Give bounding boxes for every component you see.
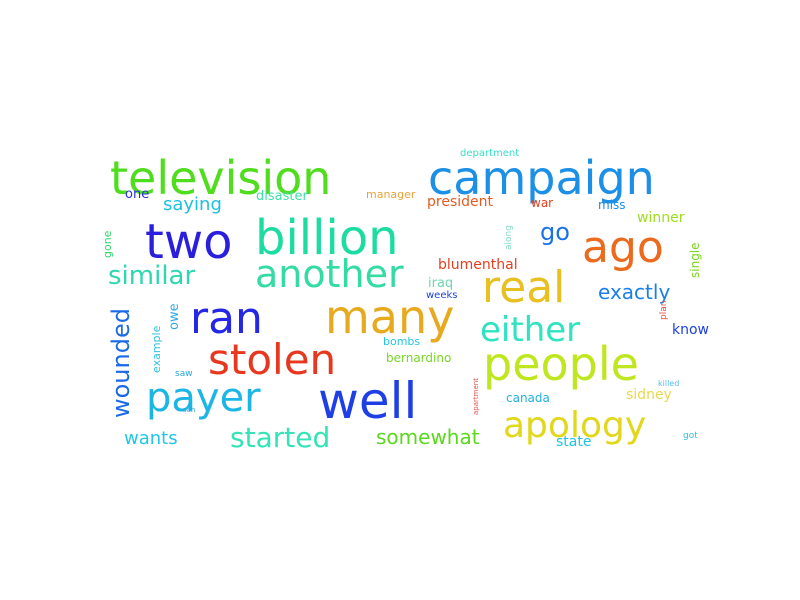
word-bernardino: bernardino xyxy=(386,351,451,365)
word-manager: manager xyxy=(366,188,416,201)
word-started: started xyxy=(230,421,330,454)
word-well: well xyxy=(318,372,417,430)
word-killed: killed xyxy=(658,379,679,388)
word-apology: apology xyxy=(503,405,646,446)
word-stolen: stolen xyxy=(208,335,336,384)
word-disaster: disaster xyxy=(256,189,308,204)
word-single: single xyxy=(688,242,702,278)
word-san: san xyxy=(183,406,195,414)
word-real: real xyxy=(482,262,565,313)
word-weeks: weeks xyxy=(426,290,457,301)
word-people: people xyxy=(483,337,639,391)
word-plan: plan xyxy=(659,301,669,320)
word-war: war xyxy=(531,196,553,210)
word-apartment: apartment xyxy=(472,378,480,415)
word-two: two xyxy=(145,214,232,270)
word-wounded: wounded xyxy=(107,308,135,418)
word-gone: gone xyxy=(101,230,114,258)
word-saw: saw xyxy=(175,369,193,379)
word-got: got xyxy=(683,431,698,441)
word-bombs: bombs xyxy=(383,335,420,348)
word-sidney: sidney xyxy=(626,387,672,403)
word-miss: miss xyxy=(598,198,626,212)
word-one: one xyxy=(125,187,149,202)
word-many: many xyxy=(325,290,454,344)
word-billion: billion xyxy=(255,210,399,266)
word-saying: saying xyxy=(163,194,222,215)
word-winner: winner xyxy=(637,210,685,226)
word-blumenthal: blumenthal xyxy=(438,257,518,273)
word-along: along xyxy=(504,225,514,250)
word-president: president xyxy=(427,194,494,210)
word-similar: similar xyxy=(108,261,195,291)
word-canada: canada xyxy=(506,391,550,405)
word-know: know xyxy=(672,322,709,338)
word-wants: wants xyxy=(124,428,178,449)
word-department: department xyxy=(460,148,519,159)
word-ago: ago xyxy=(582,222,664,273)
word-owe: owe xyxy=(167,303,182,330)
word-payer: payer xyxy=(146,375,261,421)
word-ran: ran xyxy=(190,293,263,344)
word-somewhat: somewhat xyxy=(376,425,480,449)
word-either: either xyxy=(480,310,580,350)
word-go: go xyxy=(540,218,570,246)
word-state: state xyxy=(556,434,591,450)
word-example: example xyxy=(150,325,163,373)
word-another: another xyxy=(255,252,404,296)
word-iraq: iraq xyxy=(428,276,453,291)
word-campaign: campaign xyxy=(428,151,655,205)
word-television: television xyxy=(110,151,331,205)
word-exactly: exactly xyxy=(598,280,670,304)
